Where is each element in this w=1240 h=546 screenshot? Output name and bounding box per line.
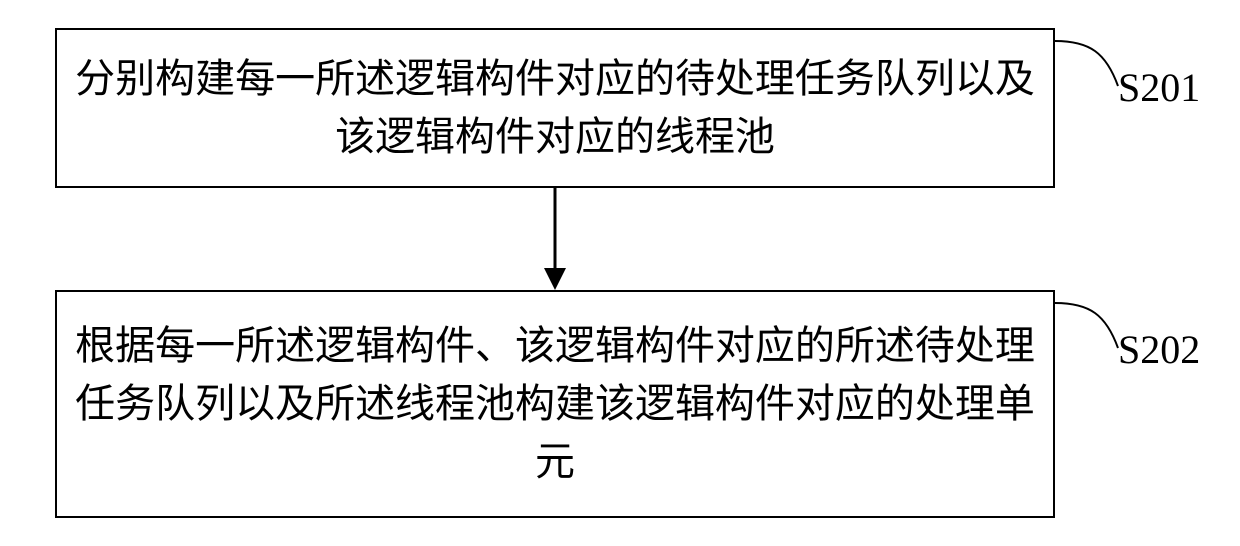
- flow-node-s201: 分别构建每一所述逻辑构件对应的待处理任务队列以及该逻辑构件对应的线程池: [55, 28, 1055, 188]
- step-label-s201: S201: [1118, 64, 1200, 111]
- flow-node-s202: 根据每一所述逻辑构件、该逻辑构件对应的所述待处理任务队列以及所述线程池构建该逻辑…: [55, 290, 1055, 518]
- flow-node-s202-text: 根据每一所述逻辑构件、该逻辑构件对应的所述待处理任务队列以及所述线程池构建该逻辑…: [75, 317, 1035, 491]
- step-label-s202: S202: [1118, 326, 1200, 373]
- flowchart-canvas: 分别构建每一所述逻辑构件对应的待处理任务队列以及该逻辑构件对应的线程池 根据每一…: [0, 0, 1240, 546]
- flow-node-s201-text: 分别构建每一所述逻辑构件对应的待处理任务队列以及该逻辑构件对应的线程池: [75, 50, 1035, 166]
